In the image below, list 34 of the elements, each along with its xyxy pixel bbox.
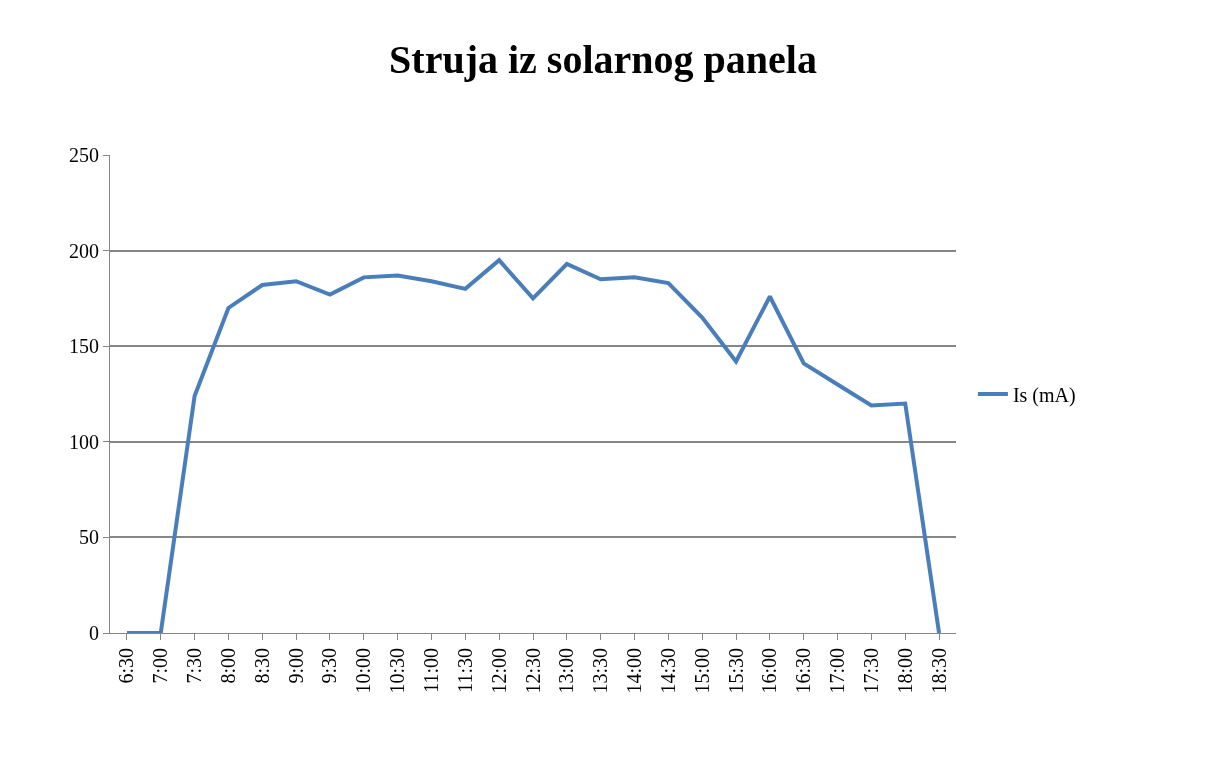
x-tick-label: 6:30: [115, 648, 138, 684]
legend-label: Is (mA): [1012, 383, 1076, 407]
x-tick-label: 11:00: [419, 648, 442, 693]
x-tick-label: 16:30: [792, 648, 815, 694]
y-tick-label: 250: [69, 144, 99, 166]
x-tick-label: 12:30: [521, 648, 544, 694]
y-tick-label: 200: [69, 239, 99, 262]
line-series: [124, 258, 942, 633]
x-tick-label: 11:30: [453, 648, 476, 693]
x-tick-label: 16:00: [758, 648, 781, 694]
x-tick-label: 8:30: [250, 648, 273, 684]
x-tick-label: 13:00: [555, 648, 578, 694]
chart-title: Struja iz solarnog panela: [389, 37, 817, 83]
x-tick-label: 18:00: [893, 648, 916, 694]
x-tick-label: 8:00: [216, 648, 239, 684]
x-tick-label: 9:30: [318, 648, 341, 684]
x-tick-label: 13:30: [589, 648, 612, 694]
x-tick-label: 14:00: [623, 648, 646, 694]
x-tick-label: 10:00: [352, 648, 375, 694]
x-tick-label: 7:00: [149, 648, 172, 684]
x-tick-label: 14:30: [656, 648, 679, 694]
y-tick-label: 50: [79, 526, 99, 549]
x-tick-label: 12:00: [487, 648, 510, 694]
y-tick-label: 0: [89, 622, 99, 644]
x-tick-label: 17:30: [859, 648, 882, 694]
x-tick-label: 10:30: [386, 648, 409, 694]
y-tick-label: 100: [69, 430, 99, 453]
x-tick-label: 9:00: [284, 648, 307, 684]
y-tick-label: 150: [69, 335, 99, 358]
x-tick-label: 18:30: [927, 648, 950, 694]
x-tick-label: 15:30: [724, 648, 747, 694]
x-tick-label: 17:00: [826, 648, 849, 694]
x-tick-label: 7:30: [183, 648, 206, 684]
x-tick-label: 15:00: [690, 648, 713, 694]
